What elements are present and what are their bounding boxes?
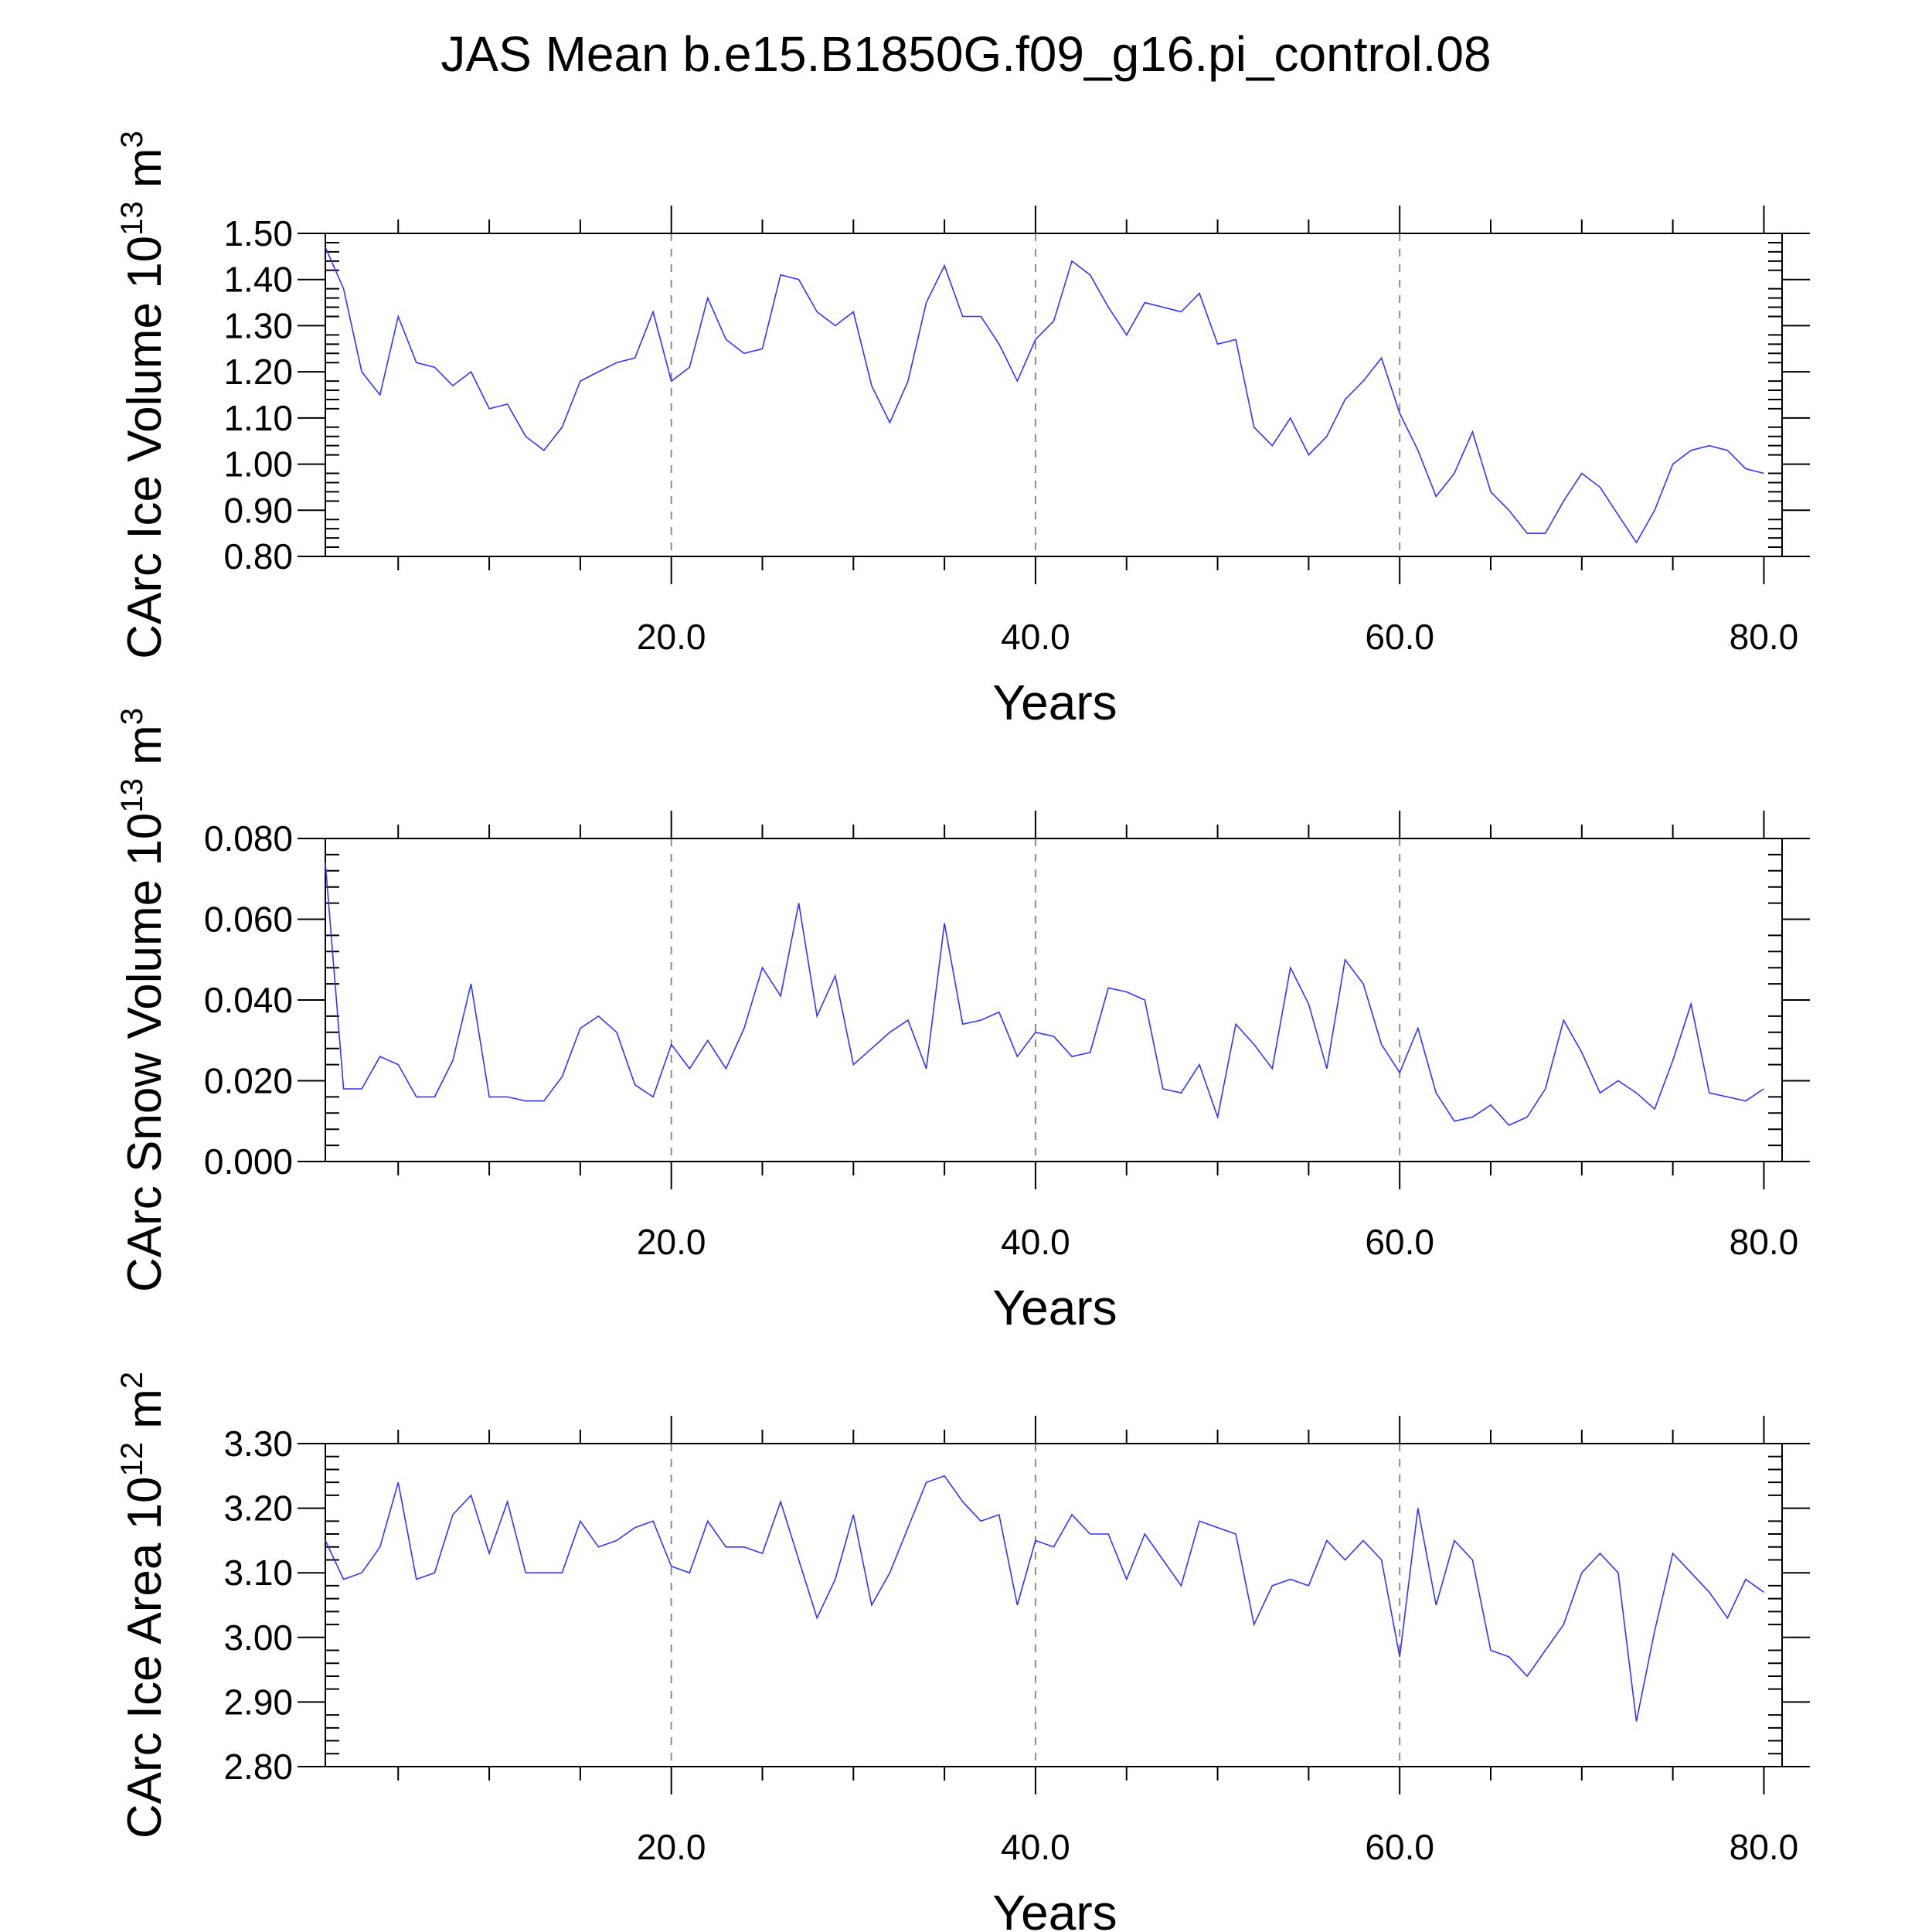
y-tick-label: 1.30 bbox=[223, 305, 293, 345]
x-tick-label: 60.0 bbox=[1365, 1222, 1434, 1262]
x-tick-label: 40.0 bbox=[1001, 1222, 1070, 1262]
y-tick-label: 3.00 bbox=[223, 1617, 293, 1658]
series-line bbox=[325, 247, 1764, 544]
chart-panel-1: 0.80 0.90 1.00 1.10 1.20 1.30 1.40 1.50 20.0 40.0… bbox=[115, 131, 1810, 730]
x-tick-label: 40.0 bbox=[1001, 1827, 1070, 1867]
y-tick-label: 0.020 bbox=[204, 1061, 293, 1101]
plot-frame bbox=[325, 1443, 1783, 1767]
series-line bbox=[325, 1475, 1764, 1722]
series-line bbox=[325, 862, 1764, 1126]
x-tick-label: 20.0 bbox=[637, 1222, 706, 1262]
y-tick-label: 0.000 bbox=[204, 1141, 293, 1182]
y-tick-label: 0.80 bbox=[223, 536, 293, 577]
y-tick-label: 1.40 bbox=[223, 260, 293, 300]
chart-panel-2: 0.000 0.020 0.040 0.060 0.080 20.0 40.0 60.0 80.… bbox=[115, 708, 1810, 1335]
y-tick-label: 2.90 bbox=[223, 1682, 293, 1722]
x-axis-title: Years bbox=[992, 1280, 1117, 1335]
y-tick-label: 2.80 bbox=[223, 1747, 293, 1787]
y-tick-label: 3.30 bbox=[223, 1423, 293, 1464]
y-tick-label: 1.20 bbox=[223, 352, 293, 392]
y-tick-label: 0.040 bbox=[204, 980, 293, 1020]
y-tick-label: 0.080 bbox=[204, 818, 293, 859]
y-tick-label: 3.10 bbox=[223, 1553, 293, 1593]
x-tick-label: 20.0 bbox=[637, 617, 706, 657]
x-tick-label: 80.0 bbox=[1730, 1827, 1799, 1867]
x-tick-label: 80.0 bbox=[1730, 1222, 1799, 1262]
plot-frame bbox=[325, 838, 1783, 1162]
y-tick-label: 0.90 bbox=[223, 490, 293, 530]
chart-panel-3: 2.80 2.90 3.00 3.10 3.20 3.30 20.0 40.0 60.0 80.0… bbox=[115, 1372, 1810, 1932]
x-axis-title: Years bbox=[992, 675, 1117, 730]
y-tick-label: 3.20 bbox=[223, 1488, 293, 1529]
y-tick-label: 1.10 bbox=[223, 398, 293, 438]
plot-frame bbox=[325, 233, 1783, 557]
y-tick-label: 0.060 bbox=[204, 900, 293, 940]
x-tick-label: 80.0 bbox=[1730, 617, 1799, 657]
x-tick-label: 60.0 bbox=[1365, 617, 1434, 657]
y-tick-label: 1.00 bbox=[223, 444, 293, 485]
x-tick-label: 20.0 bbox=[637, 1827, 706, 1867]
x-tick-label: 40.0 bbox=[1001, 617, 1070, 657]
x-tick-label: 60.0 bbox=[1365, 1827, 1434, 1867]
y-axis-title: CArc Snow Volume 1013 m3 bbox=[115, 708, 172, 1292]
y-tick-label: 1.50 bbox=[223, 213, 293, 253]
y-axis-title: CArc Ice Volume 1013 m3 bbox=[115, 131, 172, 659]
x-axis-title: Years bbox=[992, 1885, 1117, 1932]
y-axis-title: CArc Ice Area 1012 m2 bbox=[115, 1372, 172, 1838]
figure-title: JAS Mean b.e15.B1850G.f09_g16.pi_control… bbox=[440, 26, 1491, 82]
